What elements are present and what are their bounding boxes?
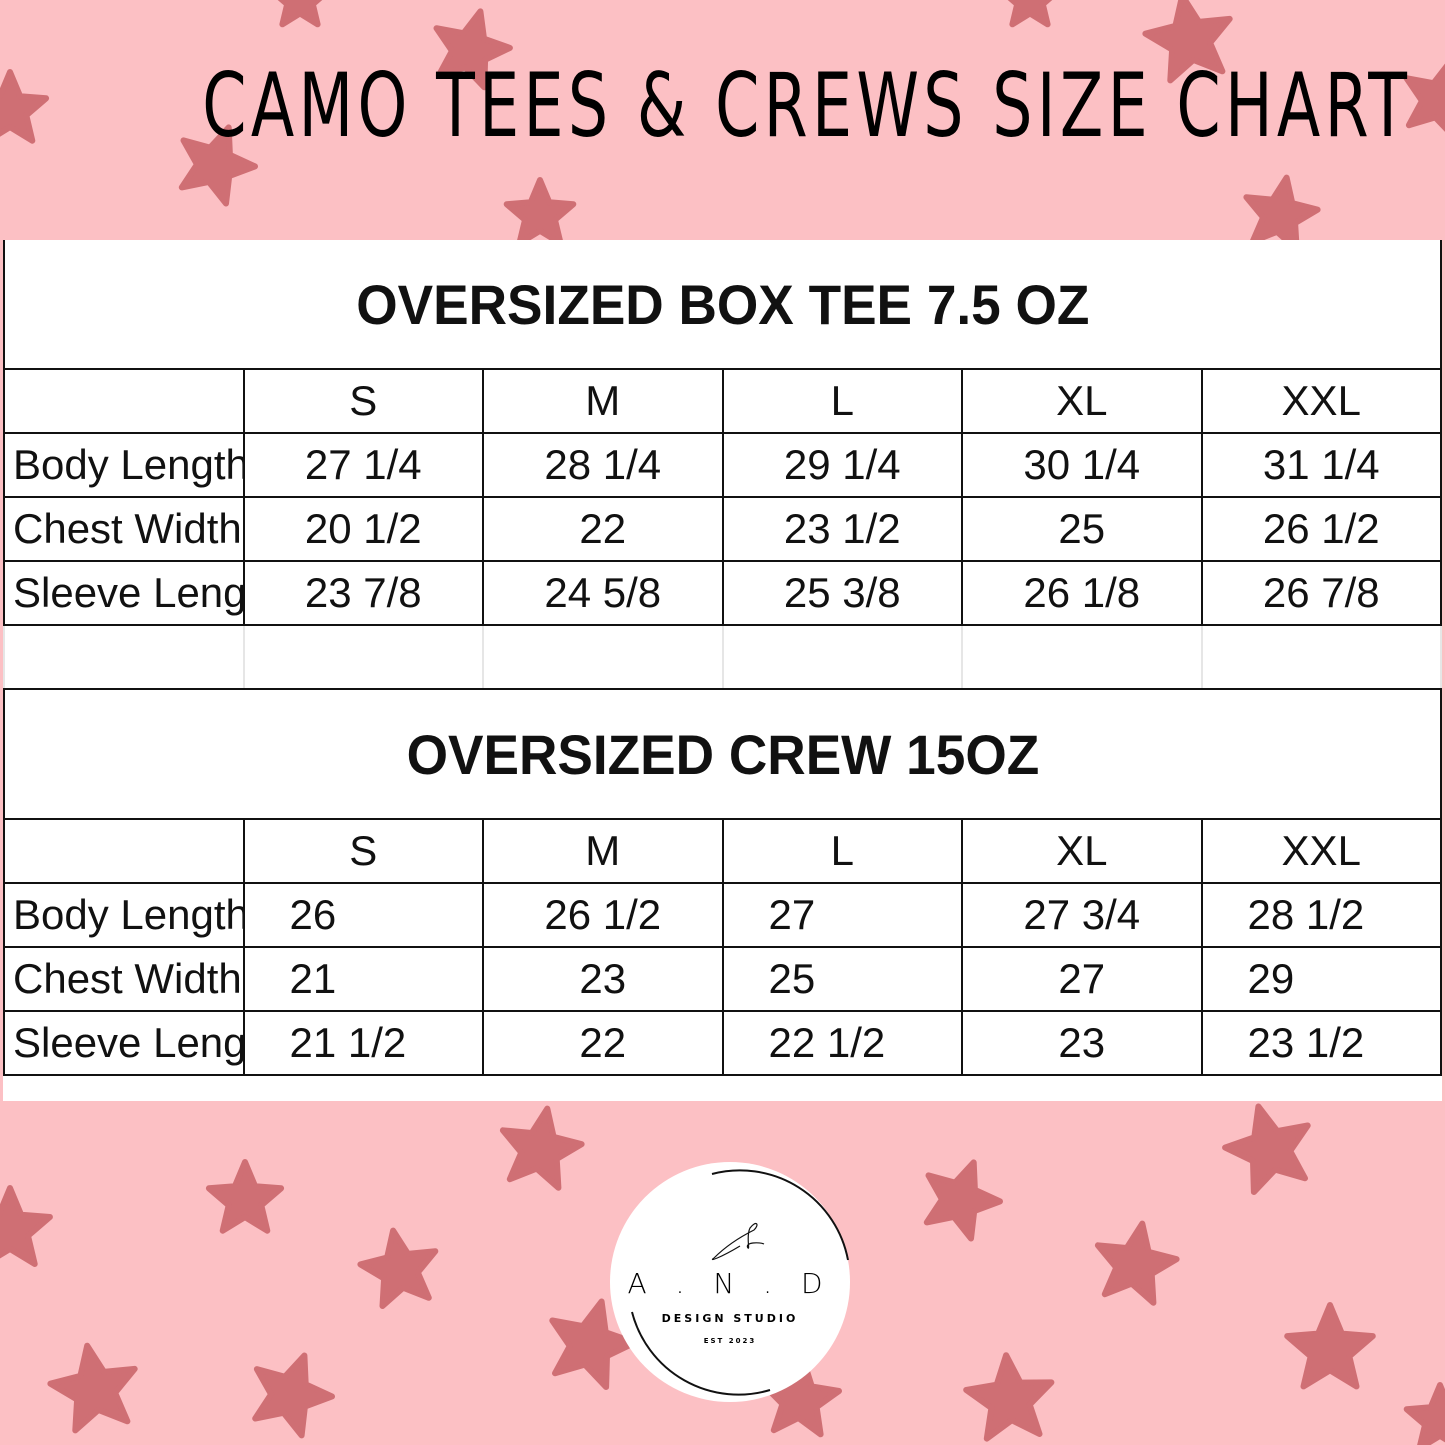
star-icon	[1243, 174, 1321, 253]
star-icon	[1007, 0, 1053, 28]
size-header: XL	[961, 368, 1203, 434]
table-row: Body Length 26 26 1/2 27 27 3/4 28 1/2	[3, 882, 1442, 948]
size-header: XXL	[1200, 818, 1442, 884]
measurement-value: 31 1/4	[1200, 432, 1442, 498]
measurement-value: 28 1/4	[482, 432, 724, 498]
star-icon	[963, 1352, 1055, 1442]
measurement-value: 26 7/8	[1200, 560, 1442, 626]
measurement-value: 23 1/2	[721, 496, 963, 562]
size-header: M	[482, 818, 724, 884]
star-icon	[503, 177, 577, 247]
table-row: Sleeve Length23 7/824 5/825 3/826 1/826 …	[3, 560, 1442, 626]
size-table: OVERSIZED BOX TEE 7.5 OZ S M L XL XXL Body Len…	[3, 240, 1442, 1076]
measurement-value: 23	[482, 946, 724, 1012]
empty-cell	[242, 624, 484, 690]
star-icon	[47, 1342, 138, 1434]
star-icon	[433, 8, 513, 91]
measurement-value: 27 3/4	[961, 882, 1203, 948]
table-title: OVERSIZED CREW 15OZ	[3, 689, 1442, 820]
table-row: Body Length 27 1/4 28 1/4 29 1/4 30 1/4 31 1/…	[3, 432, 1442, 498]
table-title-row: OVERSIZED BOX TEE 7.5 OZ	[3, 240, 1442, 370]
empty-cell	[3, 624, 245, 690]
star-icon	[1094, 1220, 1180, 1306]
measurement-value: 28 1/2	[1200, 882, 1442, 948]
measurement-value: 22 1/2	[721, 1010, 963, 1076]
table-title-text: OVERSIZED CREW 15OZ	[406, 722, 1039, 786]
measurement-value: 30 1/4	[961, 432, 1203, 498]
measurement-value: 27 1/4	[242, 432, 484, 498]
measurement-label: Sleeve Length	[3, 1010, 245, 1076]
measurement-value: 29 1/4	[721, 432, 963, 498]
star-icon	[1222, 1103, 1311, 1195]
logo-est: EST 2023	[703, 1337, 757, 1345]
size-header: L	[721, 818, 963, 884]
brand-logo: A . N . D DESIGN STUDIO EST 2023	[610, 1162, 850, 1402]
star-icon	[205, 1159, 285, 1234]
measurement-label: Chest Width	[3, 496, 245, 562]
measurement-value: 25 3/8	[721, 560, 963, 626]
empty-cell	[482, 624, 724, 690]
star-icon	[1284, 1302, 1376, 1390]
size-header: S	[242, 368, 484, 434]
size-header-row: S M L XL XXL	[3, 818, 1442, 884]
measurement-value: 23 7/8	[242, 560, 484, 626]
table-title-text: OVERSIZED BOX TEE 7.5 OZ	[355, 272, 1090, 336]
measurement-value: 24 5/8	[482, 560, 724, 626]
empty-cell	[961, 624, 1203, 690]
empty-cell	[1200, 624, 1442, 690]
measurement-value: 26 1/2	[482, 882, 724, 948]
measurement-value: 23	[961, 1010, 1203, 1076]
measurement-value: 23 1/2	[1200, 1010, 1442, 1076]
table-title: OVERSIZED BOX TEE 7.5 OZ	[3, 240, 1442, 370]
star-icon	[0, 1185, 53, 1267]
star-icon	[1403, 1382, 1445, 1445]
logo-name: A . N . D	[627, 1267, 833, 1300]
measurement-value: 25	[721, 946, 963, 1012]
measurement-value: 29	[1200, 946, 1442, 1012]
star-icon	[923, 1159, 1003, 1242]
size-header-row: S M L XL XXL	[3, 368, 1442, 434]
page-title: CAMO TEES & CREWS SIZE CHART	[202, 54, 1412, 157]
star-icon	[357, 1227, 439, 1309]
measurement-label: Body Length	[3, 882, 245, 948]
measurement-value: 25	[961, 496, 1203, 562]
spacer-row	[3, 624, 1442, 690]
measurement-value: 20 1/2	[242, 496, 484, 562]
star-icon	[499, 1105, 585, 1191]
measurement-value: 21	[242, 946, 484, 1012]
size-header: M	[482, 368, 724, 434]
table-row: Chest Width 20 1/2 22 23 1/2 25 26 1/2	[3, 496, 1442, 562]
measurement-label: Body Length	[3, 432, 245, 498]
measurement-label: Chest Width	[3, 946, 245, 1012]
empty-header-cell	[3, 368, 245, 434]
table-title-row: OVERSIZED CREW 15OZ	[3, 689, 1442, 820]
size-header: L	[721, 368, 963, 434]
logo-ring-icon	[631, 1169, 849, 1396]
empty-cell	[721, 624, 963, 690]
table-row: Chest Width 21 23 25 27 29	[3, 946, 1442, 1012]
measurement-value: 26	[242, 882, 484, 948]
size-chart-sheet: OVERSIZED BOX TEE 7.5 OZ S M L XL XXL Body Len…	[3, 240, 1442, 1101]
star-icon	[1142, 0, 1233, 84]
size-header: XL	[961, 818, 1203, 884]
star-icon	[0, 69, 50, 144]
measurement-label: Sleeve Length	[3, 560, 245, 626]
empty-header-cell	[3, 818, 245, 884]
star-icon	[1403, 63, 1445, 132]
measurement-value: 27	[721, 882, 963, 948]
measurement-value: 27	[961, 946, 1203, 1012]
measurement-value: 26 1/8	[961, 560, 1203, 626]
logo-subtitle: DESIGN STUDIO	[661, 1312, 799, 1325]
size-header: S	[242, 818, 484, 884]
measurement-value: 21 1/2	[242, 1010, 484, 1076]
measurement-value: 22	[482, 496, 724, 562]
star-icon	[277, 0, 323, 28]
size-header: XXL	[1200, 368, 1442, 434]
measurement-value: 22	[482, 1010, 724, 1076]
star-icon	[178, 124, 258, 207]
star-icon	[252, 1352, 335, 1439]
measurement-value: 26 1/2	[1200, 496, 1442, 562]
